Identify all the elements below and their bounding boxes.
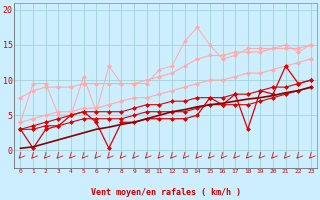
X-axis label: Vent moyen/en rafales ( km/h ): Vent moyen/en rafales ( km/h ) — [91, 188, 241, 197]
